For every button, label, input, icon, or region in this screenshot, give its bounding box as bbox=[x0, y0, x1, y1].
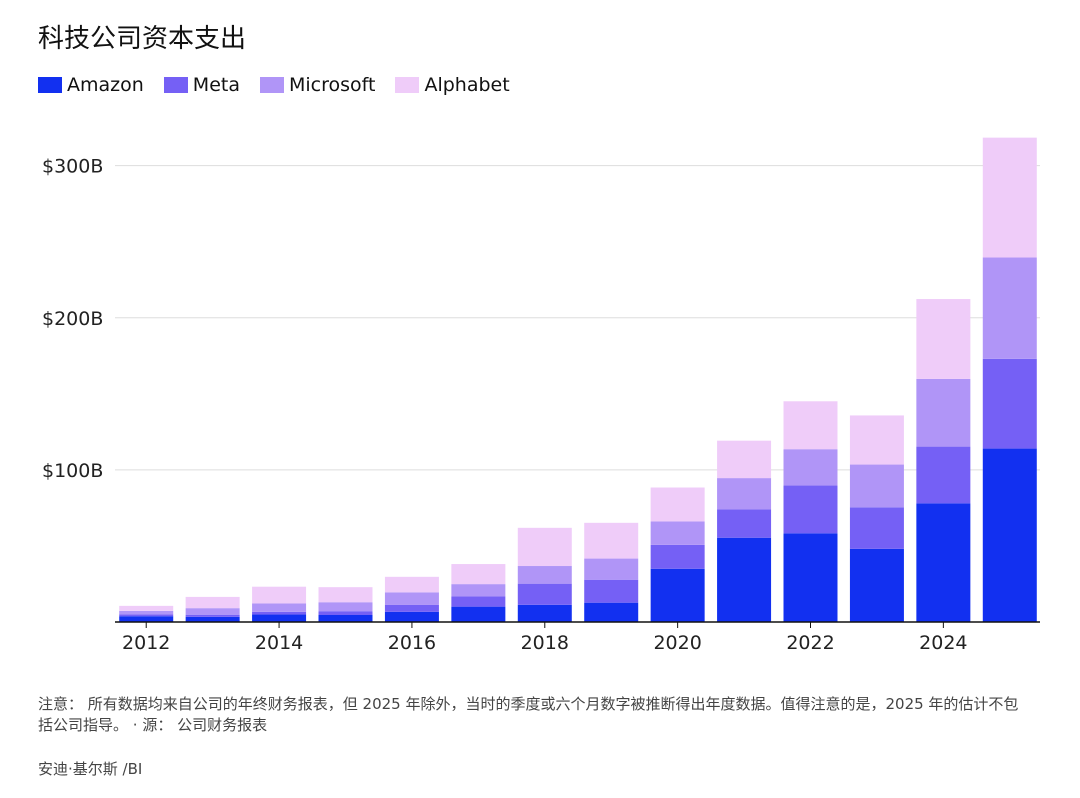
bar-segment bbox=[185, 608, 240, 615]
x-tick-label: 2018 bbox=[521, 632, 569, 654]
bar-segment bbox=[318, 587, 373, 603]
note: 注意： 所有数据均来自公司的年终财务报表，但 2025 年除外，当时的季度或六个… bbox=[38, 695, 1019, 734]
bar-segment bbox=[982, 448, 1037, 622]
bar-segment bbox=[384, 576, 439, 593]
bar-segment bbox=[451, 596, 506, 607]
bar-segment bbox=[318, 615, 373, 622]
bar-segment bbox=[517, 604, 572, 622]
x-tick-label: 2024 bbox=[919, 632, 967, 654]
bar-segment bbox=[849, 548, 904, 622]
bar-segment bbox=[650, 544, 705, 569]
bar-segment bbox=[717, 440, 772, 479]
x-tick-label: 2022 bbox=[786, 632, 834, 654]
bar-segment bbox=[849, 464, 904, 508]
bar-segment bbox=[783, 533, 838, 622]
legend-item: Alphabet bbox=[395, 74, 510, 96]
footnote: 注意： 所有数据均来自公司的年终财务报表，但 2025 年除外，当时的季度或六个… bbox=[38, 694, 1028, 736]
legend-item: Microsoft bbox=[259, 74, 376, 96]
x-tick-label: 2014 bbox=[255, 632, 303, 654]
legend: Amazon Meta Microsoft Alphabet bbox=[38, 74, 510, 96]
legend-label: Amazon bbox=[67, 74, 144, 96]
bar-segment bbox=[119, 610, 174, 615]
bar-segment bbox=[783, 449, 838, 486]
bar-segment bbox=[451, 564, 506, 585]
chart-title: 科技公司资本支出 bbox=[38, 24, 247, 54]
legend-label: Microsoft bbox=[288, 74, 376, 96]
bar-segment bbox=[185, 614, 240, 617]
bar-segment bbox=[252, 611, 307, 615]
bar-segment bbox=[517, 583, 572, 605]
bar-segment bbox=[451, 584, 506, 597]
bar-segment bbox=[982, 137, 1037, 258]
bar-segment bbox=[717, 537, 772, 622]
source: · 源： 公司财务报表 bbox=[132, 716, 268, 734]
x-tick-label: 2012 bbox=[122, 632, 170, 654]
bar-segment bbox=[650, 568, 705, 622]
legend-label: Alphabet bbox=[424, 74, 510, 96]
x-tick-label: 2016 bbox=[388, 632, 436, 654]
y-tick-label: $300B bbox=[42, 156, 103, 178]
bar-segment bbox=[119, 614, 174, 617]
bar-segment bbox=[783, 485, 838, 534]
bar-segment bbox=[517, 566, 572, 584]
legend-item: Meta bbox=[163, 74, 240, 96]
bar-segment bbox=[384, 604, 439, 612]
legend-label: Meta bbox=[192, 74, 240, 96]
bar-segment bbox=[849, 415, 904, 465]
bar-segment bbox=[252, 586, 307, 604]
bar-segment bbox=[318, 611, 373, 616]
bar-segment bbox=[783, 401, 838, 450]
bar-segment bbox=[916, 446, 971, 504]
bar-segment bbox=[119, 605, 174, 611]
bar-segment bbox=[384, 611, 439, 622]
bar-segment bbox=[982, 358, 1037, 449]
bar-segment bbox=[916, 378, 971, 447]
bar-segment bbox=[849, 507, 904, 549]
legend-swatch bbox=[38, 77, 62, 93]
bar-segment bbox=[119, 616, 174, 622]
credit: 安迪·基尔斯 /BI bbox=[38, 760, 143, 778]
y-tick-label: $200B bbox=[42, 308, 103, 330]
x-tick-label: 2020 bbox=[653, 632, 701, 654]
legend-swatch bbox=[259, 77, 284, 93]
bar-segment bbox=[650, 521, 705, 545]
bar-segment bbox=[717, 478, 772, 510]
bar-segment bbox=[650, 487, 705, 522]
bar-segment bbox=[584, 579, 639, 603]
y-tick-label: $100B bbox=[42, 460, 103, 482]
bar-segment bbox=[717, 509, 772, 538]
bar-segment bbox=[384, 592, 439, 605]
bar-segment bbox=[584, 522, 639, 559]
legend-swatch bbox=[163, 77, 188, 93]
bar-segment bbox=[252, 603, 307, 612]
legend-item: Amazon bbox=[38, 74, 144, 96]
bar-segment bbox=[584, 602, 639, 622]
bar-segment bbox=[451, 606, 506, 622]
bar-segment bbox=[916, 503, 971, 622]
bar-segment bbox=[185, 616, 240, 622]
bar-segment bbox=[584, 558, 639, 580]
bar-segment bbox=[916, 299, 971, 379]
bar-segment bbox=[517, 527, 572, 567]
bar-segment bbox=[185, 596, 240, 609]
bar-segment bbox=[252, 614, 307, 622]
legend-swatch bbox=[395, 77, 420, 93]
bar-segment bbox=[318, 602, 373, 612]
bar-segment bbox=[982, 257, 1037, 359]
